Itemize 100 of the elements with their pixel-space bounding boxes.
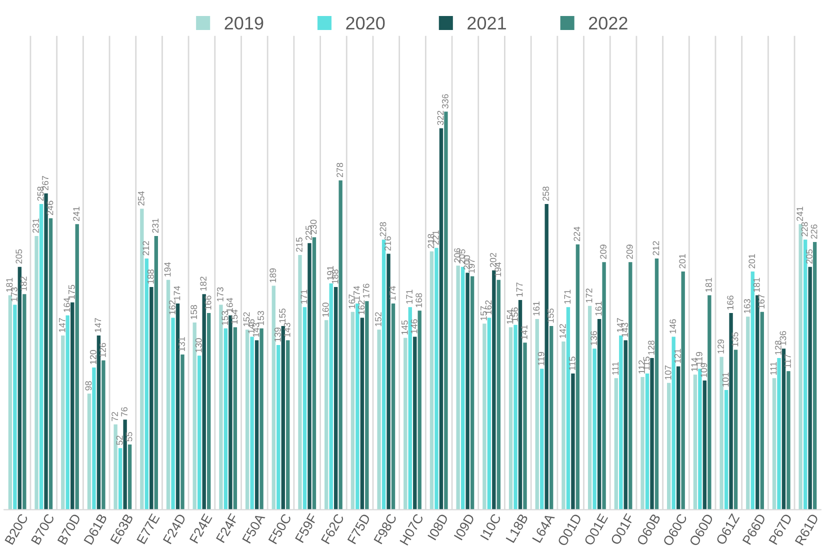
bar [202, 294, 206, 510]
bar [114, 424, 118, 510]
bar [535, 318, 539, 510]
data-label: 197 [468, 258, 475, 273]
legend-label: 2021 [468, 16, 506, 30]
data-label: 205 [16, 249, 22, 264]
bar [597, 318, 602, 510]
bar [518, 300, 522, 510]
data-label: 142 [560, 324, 566, 338]
data-label: 153 [258, 310, 264, 325]
data-label: 168 [416, 293, 422, 308]
bar [260, 328, 264, 510]
data-label: 119 [696, 352, 702, 366]
bar [365, 301, 369, 510]
bar [508, 327, 513, 510]
data-label: 152 [375, 312, 382, 326]
bar [550, 326, 554, 510]
data-label: 166 [727, 296, 734, 310]
data-label: 153 [222, 310, 228, 325]
bar [276, 345, 280, 510]
data-label: 278 [336, 162, 343, 178]
bar [408, 307, 412, 510]
data-label: 241 [73, 206, 80, 221]
bar [360, 318, 364, 510]
bar [13, 304, 17, 510]
data-label: 145 [402, 320, 408, 334]
data-label: 143 [252, 322, 260, 337]
data-label: 107 [664, 366, 672, 380]
data-label: 162 [169, 300, 176, 314]
bar [18, 266, 22, 510]
bar [756, 295, 760, 510]
bar [729, 313, 733, 510]
data-label: 158 [190, 305, 198, 320]
data-label: 135 [732, 332, 738, 346]
data-label: 181 [753, 278, 760, 292]
bar [391, 304, 396, 510]
data-label: 174 [354, 286, 360, 300]
data-label: 206 [454, 248, 461, 262]
bar [413, 336, 417, 510]
data-label: 202 [490, 252, 496, 268]
bar [645, 373, 650, 510]
bar [681, 272, 685, 510]
data-label: 55 [126, 432, 132, 442]
bar [329, 283, 333, 510]
bar [566, 307, 570, 510]
data-label: 154 [506, 310, 514, 324]
bar [812, 242, 817, 510]
bar [562, 341, 566, 510]
bar [281, 326, 285, 510]
bar [782, 348, 786, 510]
data-label: 117 [784, 354, 791, 368]
bar [377, 330, 381, 510]
bar [254, 340, 259, 510]
data-label: 171 [564, 290, 571, 304]
data-label: 182 [200, 276, 207, 291]
bar [224, 328, 228, 510]
data-label: 101 [722, 372, 729, 387]
data-label: 143 [622, 322, 628, 337]
data-label: 146 [410, 319, 418, 334]
data-label: 115 [643, 356, 650, 370]
bar [123, 420, 127, 510]
bar [496, 280, 500, 510]
data-label: 115 [569, 356, 576, 370]
data-label: 152 [243, 312, 250, 326]
data-label: 212 [652, 241, 660, 256]
bar [482, 324, 486, 510]
data-label: 162 [485, 300, 492, 314]
bar [698, 368, 702, 510]
bar [286, 340, 290, 510]
bar [702, 380, 707, 510]
data-label: 231 [152, 218, 159, 233]
bar [466, 272, 470, 510]
legend-label: 2020 [346, 16, 385, 30]
bar [746, 316, 750, 510]
bar [772, 378, 776, 510]
bar [44, 193, 48, 510]
bar [128, 444, 132, 510]
data-label: 181 [6, 278, 13, 292]
data-label: 218 [428, 234, 434, 248]
data-label: 212 [142, 241, 149, 256]
data-label: 160 [322, 302, 329, 317]
data-label: 163 [744, 299, 750, 314]
data-label: 143 [284, 322, 290, 337]
bar [298, 254, 302, 510]
data-label: 111 [770, 362, 777, 375]
bar [654, 258, 659, 510]
bar [492, 270, 496, 510]
data-label: 109 [700, 363, 708, 378]
data-label: 171 [300, 290, 308, 304]
data-label: 111 [612, 362, 618, 375]
data-label: 267 [42, 176, 48, 190]
data-label: 52 [116, 436, 123, 445]
data-label: 167 [348, 294, 356, 308]
bar [22, 294, 26, 510]
bar [434, 248, 438, 510]
bar [75, 224, 79, 510]
bar [786, 371, 790, 510]
bar [571, 373, 575, 510]
data-label: 129 [718, 339, 724, 354]
bar [624, 340, 628, 510]
